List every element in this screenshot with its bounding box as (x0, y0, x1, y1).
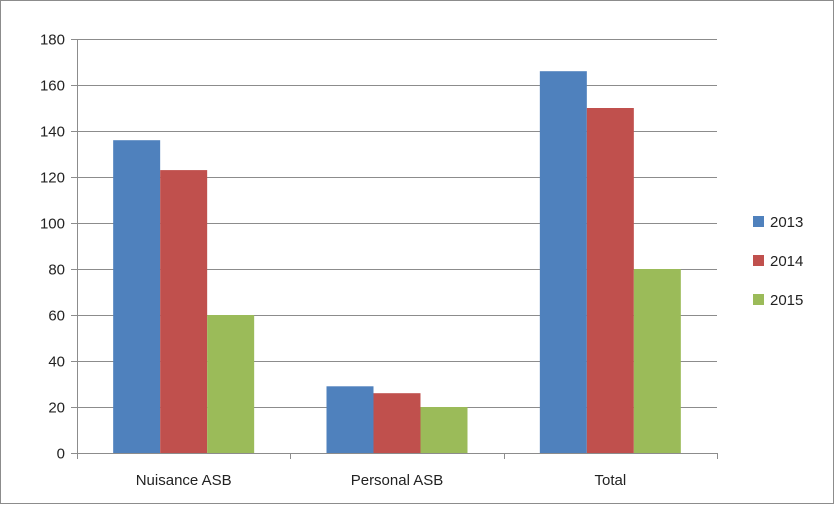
legend: 2013 2014 2015 (753, 214, 803, 309)
bar-2013-nuisance-asb (113, 140, 161, 453)
y-tick-label: 120 (40, 170, 65, 187)
bar-2014-nuisance-asb (160, 170, 208, 453)
legend-swatch-2014 (753, 255, 764, 266)
y-tick-label: 40 (48, 354, 65, 371)
bar-2015-personal-asb (420, 407, 468, 453)
bar-2013-personal-asb (326, 386, 374, 453)
bars (113, 71, 681, 453)
bar-2014-personal-asb (373, 393, 421, 453)
legend-label-2015: 2015 (770, 292, 803, 309)
y-tick-label: 20 (48, 400, 65, 417)
bar-2015-nuisance-asb (207, 315, 255, 453)
axes: 0 20 40 60 80 100 120 140 160 180 Nuisance ASB Pers… (40, 32, 718, 489)
x-tick-label: Nuisance ASB (136, 472, 232, 489)
x-tick-label: Personal ASB (351, 472, 444, 489)
y-tick-label: 0 (57, 446, 65, 463)
y-tick-label: 140 (40, 124, 65, 141)
legend-swatch-2015 (753, 294, 764, 305)
y-tick-label: 180 (40, 32, 65, 49)
y-tick-label: 80 (48, 262, 65, 279)
bar-2015-total (633, 269, 681, 453)
x-tick-label: Total (594, 472, 626, 489)
legend-label-2014: 2014 (770, 253, 803, 270)
y-tick-label: 100 (40, 216, 65, 233)
y-tick-label: 160 (40, 78, 65, 95)
bar-2014-total (586, 108, 634, 453)
legend-swatch-2013 (753, 216, 764, 227)
bar-2013-total (539, 71, 587, 453)
y-tick-label: 60 (48, 308, 65, 325)
legend-label-2013: 2013 (770, 214, 803, 231)
